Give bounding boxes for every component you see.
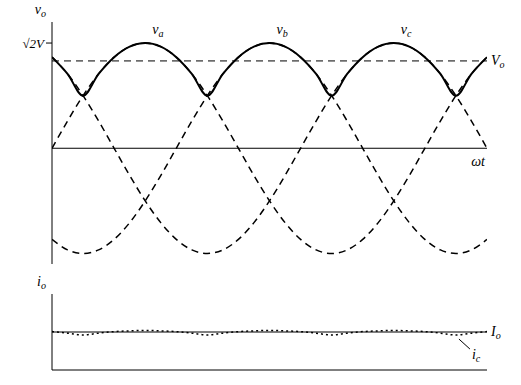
svg-text:Io: Io (490, 324, 501, 341)
svg-text:io: io (37, 274, 46, 291)
svg-text:vb: vb (277, 22, 288, 39)
svg-text:ic: ic (472, 347, 481, 364)
svg-text:Vo: Vo (491, 53, 505, 70)
svg-text:va: va (152, 22, 163, 39)
svg-text:vo: vo (35, 2, 46, 19)
svg-text:vc: vc (401, 22, 412, 39)
svg-text:√2V: √2V (22, 36, 46, 51)
svg-text:ωt: ωt (471, 154, 486, 169)
